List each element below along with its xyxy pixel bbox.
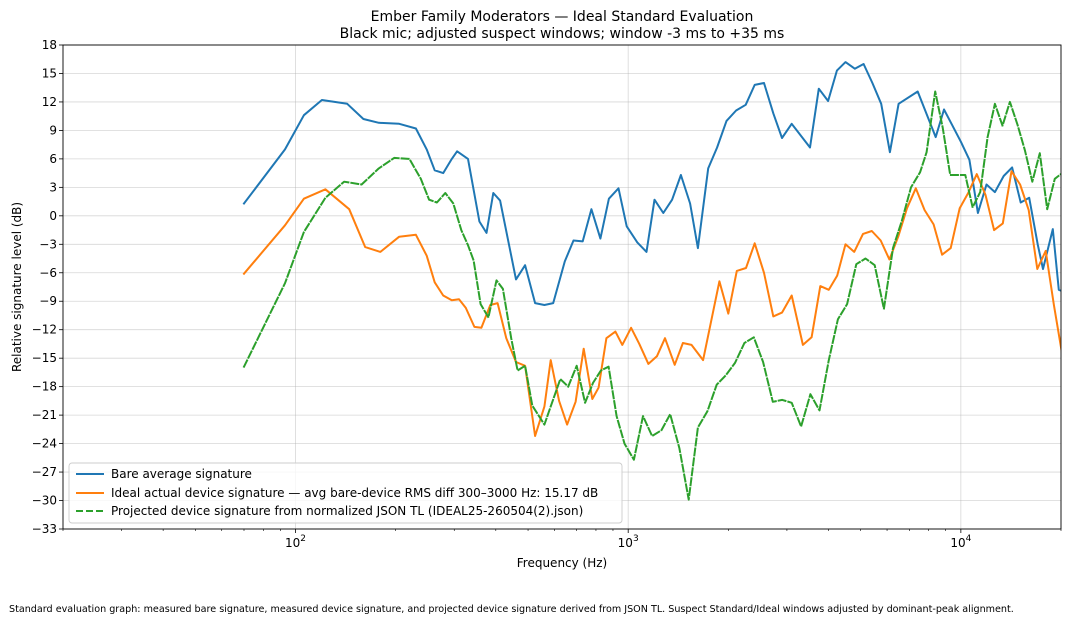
legend-label-projected: Projected device signature from normaliz… xyxy=(111,504,583,518)
y-tick-label: −24 xyxy=(32,437,57,451)
series-line-projected xyxy=(242,90,1061,501)
y-tick-label: −30 xyxy=(32,494,57,508)
legend-box xyxy=(68,462,623,524)
legend: Bare average signature Ideal actual devi… xyxy=(68,462,623,524)
chart-subtitle: Black mic; adjusted suspect windows; win… xyxy=(340,26,785,42)
plot-frame xyxy=(62,44,1062,530)
y-tick-label: 9 xyxy=(49,123,57,137)
y-tick-label: −6 xyxy=(39,266,57,280)
legend-label-bare: Bare average signature xyxy=(111,467,252,481)
y-tick-label: 6 xyxy=(49,152,57,166)
figure-caption: Standard evaluation graph: measured bare… xyxy=(9,604,1014,615)
series-line-bare xyxy=(242,61,1061,306)
y-tick-label: 12 xyxy=(42,95,57,109)
y-tick-label: 0 xyxy=(49,209,57,223)
y-tick-label: −27 xyxy=(32,465,57,479)
y-tick-label: −9 xyxy=(39,294,57,308)
axis-ticks: 102 103 104 18 15 12 9 6 3 0 −3 −6 −9 −12 −15 −18 −21 −24… xyxy=(32,38,1062,550)
x-tick-label: 102 xyxy=(285,534,306,550)
y-tick-label: −21 xyxy=(32,408,57,422)
y-tick-label: −12 xyxy=(32,323,57,337)
series-line-ideal xyxy=(242,170,1061,437)
legend-label-ideal: Ideal actual device signature — avg bare… xyxy=(111,486,598,500)
y-tick-label: 18 xyxy=(42,38,57,52)
y-tick-label: −3 xyxy=(39,237,57,251)
y-axis-label: Relative signature level (dB) xyxy=(10,202,24,372)
y-tick-label: −33 xyxy=(32,522,57,536)
x-tick-label: 104 xyxy=(950,534,971,550)
x-tick-label: 103 xyxy=(618,534,639,550)
grid-lines xyxy=(63,44,1061,530)
chart-title: Ember Family Moderators — Ideal Standard… xyxy=(371,9,754,25)
y-tick-label: −15 xyxy=(32,351,57,365)
y-tick-label: 15 xyxy=(42,66,57,80)
series-lines xyxy=(242,61,1061,501)
y-tick-label: 3 xyxy=(49,180,57,194)
y-tick-label: −18 xyxy=(32,380,57,394)
x-axis-label: Frequency (Hz) xyxy=(517,556,608,570)
